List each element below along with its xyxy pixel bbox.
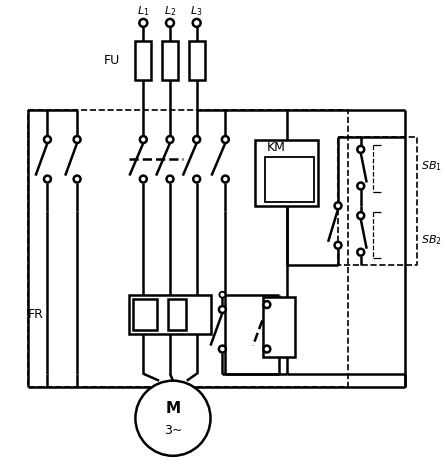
Text: FU: FU — [104, 54, 120, 67]
Bar — [129, 295, 210, 334]
Circle shape — [140, 175, 147, 182]
Text: $SB_2$: $SB_2$ — [421, 233, 442, 247]
Circle shape — [73, 175, 81, 182]
Text: $SB_1$: $SB_1$ — [421, 159, 442, 173]
Bar — [168, 299, 186, 330]
Circle shape — [193, 175, 200, 182]
Bar — [255, 139, 318, 206]
Circle shape — [73, 136, 81, 143]
Circle shape — [219, 292, 225, 298]
Circle shape — [193, 136, 200, 143]
Bar — [189, 41, 205, 80]
Circle shape — [139, 19, 147, 27]
Circle shape — [44, 136, 51, 143]
Circle shape — [263, 346, 270, 353]
Text: FR: FR — [28, 308, 44, 321]
Text: M: M — [166, 401, 181, 416]
Bar — [162, 41, 178, 80]
Circle shape — [335, 202, 341, 209]
Bar — [134, 299, 157, 330]
Circle shape — [357, 212, 364, 219]
Circle shape — [357, 249, 364, 255]
Circle shape — [222, 175, 229, 182]
Circle shape — [140, 136, 147, 143]
Text: $L_3$: $L_3$ — [190, 4, 203, 18]
Circle shape — [219, 346, 226, 353]
Circle shape — [166, 136, 174, 143]
Circle shape — [135, 381, 210, 456]
Text: $L_1$: $L_1$ — [137, 4, 150, 18]
Circle shape — [166, 19, 174, 27]
Circle shape — [357, 146, 364, 153]
Circle shape — [219, 306, 226, 313]
Bar — [135, 41, 151, 80]
Circle shape — [44, 175, 51, 182]
Text: 3~: 3~ — [164, 424, 182, 437]
Bar — [263, 297, 295, 357]
Circle shape — [263, 301, 270, 308]
Circle shape — [357, 182, 364, 190]
Text: $L_2$: $L_2$ — [164, 4, 176, 18]
Text: KM: KM — [267, 141, 286, 154]
Circle shape — [335, 242, 341, 249]
Circle shape — [222, 136, 229, 143]
Circle shape — [193, 19, 201, 27]
Circle shape — [166, 175, 174, 182]
Bar — [265, 157, 314, 202]
